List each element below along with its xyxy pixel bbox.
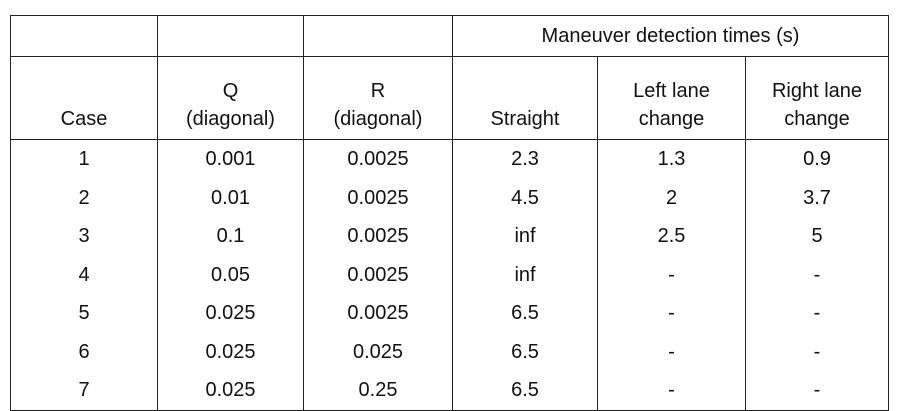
table-body: Maneuver detection times (s) Case Q (diago… [10, 15, 889, 411]
results-table: Maneuver detection times (s) Case Q (diago… [10, 15, 889, 411]
data-row: 7 0.025 0.25 6.5- - [10, 371, 889, 411]
data-cell: 6 [10, 332, 158, 371]
data-cell: 0.0025 [303, 139, 453, 179]
data-cell: 0.9 [745, 139, 889, 179]
column-header: Straight [452, 56, 598, 140]
header-line: Straight [490, 108, 560, 130]
data-cell: 5 [10, 294, 158, 333]
column-header: Right lane change [745, 56, 889, 140]
data-cell: 4 [10, 255, 158, 294]
column-header-row: Case Q (diagonal) R (diagonal) Straight Left l… [10, 56, 889, 140]
data-cell: 1 [10, 139, 158, 179]
header-line: R [370, 80, 386, 102]
data-cell: 0.001 [157, 139, 304, 179]
data-cell: 7 [10, 371, 158, 411]
data-cell: 0.25 [303, 371, 453, 411]
data-cell: 6.5 [452, 371, 598, 411]
data-row: 3 0.1 0.0025 inf 2.5 5 [10, 217, 889, 256]
data-cell: inf [452, 217, 598, 256]
column-header: Case [10, 56, 158, 140]
data-cell: 0.025 [157, 332, 304, 371]
header-line: Right lane [771, 80, 863, 102]
data-cell: 0.0025 [303, 178, 453, 217]
empty-cell [303, 15, 453, 57]
data-cell: 1.3 [597, 139, 746, 179]
group-header-row: Maneuver detection times (s) [10, 15, 889, 57]
column-header: Left lane change [597, 56, 746, 140]
data-row: 1 0.001 0.0025 2.3 1.3 0.9 [10, 139, 889, 179]
data-cell: - [745, 332, 889, 371]
data-cell: 3.7 [745, 178, 889, 217]
header-line: Q [222, 80, 239, 102]
data-cell: 6.5 [452, 332, 598, 371]
data-cell: - [745, 255, 889, 294]
data-cell: 5 [745, 217, 889, 256]
data-cell: 0.0025 [303, 255, 453, 294]
column-header: R (diagonal) [303, 56, 453, 140]
data-cell: 6.5 [452, 294, 598, 333]
header-line: (diagonal) [333, 108, 423, 130]
column-header: Q (diagonal) [157, 56, 304, 140]
empty-cell [157, 15, 304, 57]
header-line: change [638, 108, 705, 130]
data-cell: - [745, 294, 889, 333]
header-line: Left lane [633, 80, 710, 102]
data-cell: 2 [10, 178, 158, 217]
header-line: (diagonal) [186, 108, 275, 130]
data-cell: 2.5 [597, 217, 746, 256]
data-cell: inf [452, 255, 598, 294]
data-cell: 0.025 [157, 371, 304, 411]
data-row: 4 0.05 0.0025 inf - - [10, 255, 889, 294]
data-cell: 0.025 [303, 332, 453, 371]
data-cell: - [597, 255, 746, 294]
data-cell: - [597, 332, 746, 371]
header-line: change [784, 108, 850, 130]
data-row: 5 0.025 0.0025 6.5- - [10, 294, 889, 333]
data-cell: 3 [10, 217, 158, 256]
group-header: Maneuver detection times (s) [452, 15, 889, 57]
header-line: Case [60, 108, 108, 130]
data-cell: - [597, 294, 746, 333]
data-cell: 4.5 [452, 178, 598, 217]
data-cell: 0.0025 [303, 294, 453, 333]
data-cell: 0.01 [157, 178, 304, 217]
data-cell: - [745, 371, 889, 411]
data-cell: 2.3 [452, 139, 598, 179]
data-cell: 0.025 [157, 294, 304, 333]
data-row: 2 0.01 0.0025 4.5 2 3.7 [10, 178, 889, 217]
data-cell: - [597, 371, 746, 411]
data-cell: 2 [597, 178, 746, 217]
data-cell: 0.1 [157, 217, 304, 256]
empty-cell [10, 15, 158, 57]
data-cell: 0.0025 [303, 217, 453, 256]
data-row: 6 0.025 0.025 6.5- - [10, 332, 889, 371]
data-cell: 0.05 [157, 255, 304, 294]
